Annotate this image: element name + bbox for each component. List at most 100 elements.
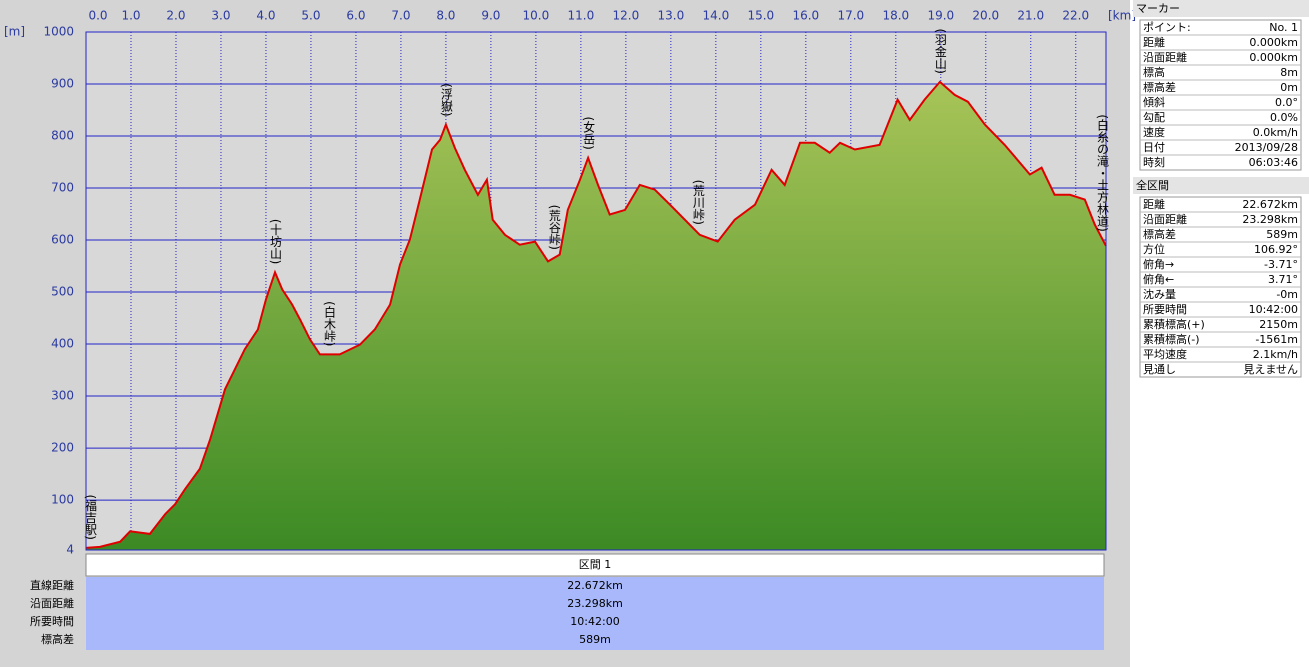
field-value: 0.0° xyxy=(1275,96,1298,109)
row-value: 23.298km xyxy=(567,597,623,610)
field-value: 2150m xyxy=(1259,318,1298,331)
x-tick-label: 12.0 xyxy=(613,9,640,23)
peak-label: (福吉駅) xyxy=(84,495,98,540)
peak-label: (十坊山) xyxy=(268,219,282,264)
row-label: 所要時間 xyxy=(30,615,74,628)
field-label: 標高 xyxy=(1143,65,1165,79)
field-label: ポイント: xyxy=(1143,21,1191,34)
field-value: 0m xyxy=(1280,81,1298,94)
panel-title: マーカー xyxy=(1136,2,1180,15)
section-header xyxy=(85,553,1105,577)
x-tick-label: 5.0 xyxy=(301,9,320,23)
y-tick-label: 700 xyxy=(51,181,74,195)
field-value: -0m xyxy=(1276,288,1298,301)
x-tick-label: 19.0 xyxy=(927,9,954,23)
field-label: 日付 xyxy=(1143,141,1165,154)
field-value: 0.0km/h xyxy=(1253,126,1298,139)
x-tick-label: 9.0 xyxy=(481,9,500,23)
x-tick-label: 21.0 xyxy=(1017,9,1044,23)
field-label: 沿面距離 xyxy=(1143,50,1187,64)
field-value: No. 1 xyxy=(1269,21,1298,34)
x-tick-label: 1.0 xyxy=(121,9,140,23)
field-label: 標高差 xyxy=(1143,80,1176,94)
y-tick-label: 200 xyxy=(51,441,74,455)
x-tick-label: 20.0 xyxy=(972,9,999,23)
field-label: 見通し xyxy=(1143,363,1176,376)
field-label: 沿面距離 xyxy=(1143,212,1187,226)
field-value: 見えません xyxy=(1243,363,1298,376)
x-tick-label: 2.0 xyxy=(166,9,185,23)
x-tick-label: 6.0 xyxy=(346,9,365,23)
x-tick-label: 4.0 xyxy=(256,9,275,23)
field-value: 22.672km xyxy=(1242,198,1298,211)
y-tick-label: 500 xyxy=(51,285,74,299)
field-value: 23.298km xyxy=(1242,213,1298,226)
field-value: 2013/09/28 xyxy=(1235,141,1298,154)
field-value: 2.1km/h xyxy=(1253,348,1298,361)
row-label: 直線距離 xyxy=(30,578,74,592)
field-label: 所要時間 xyxy=(1143,303,1187,316)
field-value: 0.0% xyxy=(1270,111,1298,124)
field-label: 速度 xyxy=(1143,125,1165,139)
x-unit: [km] xyxy=(1108,9,1136,23)
field-label: 勾配 xyxy=(1143,111,1165,124)
panel-header xyxy=(1133,177,1309,194)
field-label: 傾斜 xyxy=(1143,95,1165,109)
peak-label: (白糸の滝・土方林道) xyxy=(1096,114,1110,231)
field-label: 距離 xyxy=(1143,197,1165,211)
x-tick-label: 8.0 xyxy=(436,9,455,23)
field-value: 3.71° xyxy=(1268,273,1298,286)
panel-title: 全区間 xyxy=(1136,178,1169,192)
x-tick-label: 13.0 xyxy=(658,9,685,23)
x-tick-label: 18.0 xyxy=(882,9,909,23)
route-line xyxy=(85,80,1107,549)
terrain-area xyxy=(86,81,1106,551)
x-tick-label: 16.0 xyxy=(792,9,819,23)
field-value: -1561m xyxy=(1255,333,1298,346)
field-label: 沈み量 xyxy=(1143,287,1176,301)
row-label: 沿面距離 xyxy=(30,596,74,610)
field-value: 10:42:00 xyxy=(1249,303,1298,316)
row-value: 10:42:00 xyxy=(570,615,619,628)
field-label: 方位 xyxy=(1143,242,1165,256)
section-body xyxy=(86,577,1104,650)
y-tick-label: 4 xyxy=(66,543,74,557)
field-label: 平均速度 xyxy=(1143,347,1187,361)
x-tick-label: 14.0 xyxy=(702,9,729,23)
y-tick-label: 900 xyxy=(51,77,74,91)
field-value: 06:03:46 xyxy=(1249,156,1298,169)
peak-label: (羽金山) xyxy=(933,29,947,74)
peak-label: (白木峠) xyxy=(322,301,336,346)
peak-label: (浮嶽) xyxy=(439,83,453,116)
field-label: 俯角→ xyxy=(1143,257,1174,271)
peak-label: (荒谷峠) xyxy=(547,205,561,250)
field-value: 8m xyxy=(1280,66,1298,79)
y-tick-label: 600 xyxy=(51,233,74,247)
field-label: 累積標高(-) xyxy=(1143,332,1200,346)
field-label: 時刻 xyxy=(1143,155,1165,169)
field-value: 589m xyxy=(1266,228,1298,241)
peak-label: (荒川峠) xyxy=(691,180,705,225)
x-tick-label: 3.0 xyxy=(211,9,230,23)
field-label: 標高差 xyxy=(1143,227,1176,241)
row-value: 589m xyxy=(579,633,611,646)
field-value: -3.71° xyxy=(1264,258,1298,271)
field-value: 0.000km xyxy=(1249,36,1298,49)
y-tick-label: 100 xyxy=(51,493,74,507)
y-tick-label: 800 xyxy=(51,129,74,143)
field-label: 累積標高(+) xyxy=(1143,317,1205,331)
field-value: 0.000km xyxy=(1249,51,1298,64)
x-tick-label: 17.0 xyxy=(837,9,864,23)
section-title: 区間 1 xyxy=(579,558,612,571)
x-tick-label: 0.0 xyxy=(88,9,107,23)
row-value: 22.672km xyxy=(567,579,623,592)
y-unit: [m] xyxy=(4,25,25,39)
x-tick-label: 10.0 xyxy=(523,9,550,23)
x-tick-label: 22.0 xyxy=(1062,9,1089,23)
y-tick-label: 1000 xyxy=(43,25,74,39)
row-label: 標高差 xyxy=(41,632,74,646)
plot-border xyxy=(85,31,1107,551)
y-tick-label: 300 xyxy=(51,389,74,403)
